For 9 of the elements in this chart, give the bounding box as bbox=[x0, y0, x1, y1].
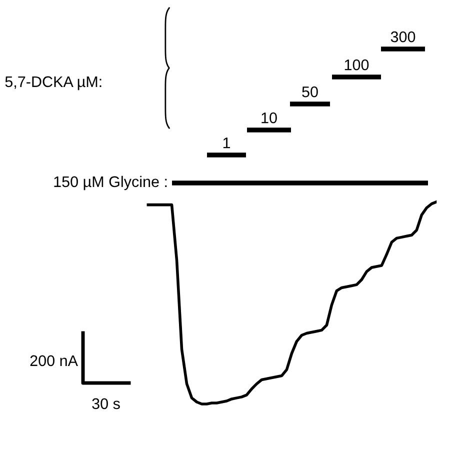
text: 5,7-DCKA µM: bbox=[5, 76, 102, 90]
text: 10 bbox=[262, 112, 277, 124]
text: 150 µM Glycine : bbox=[54, 176, 167, 190]
text: 300 bbox=[390, 31, 416, 42]
text: 30 s bbox=[92, 398, 120, 410]
text: 100 bbox=[344, 59, 369, 70]
text: 200 nA bbox=[30, 355, 78, 366]
text: 1 bbox=[223, 138, 230, 148]
text: 50 bbox=[302, 86, 318, 98]
